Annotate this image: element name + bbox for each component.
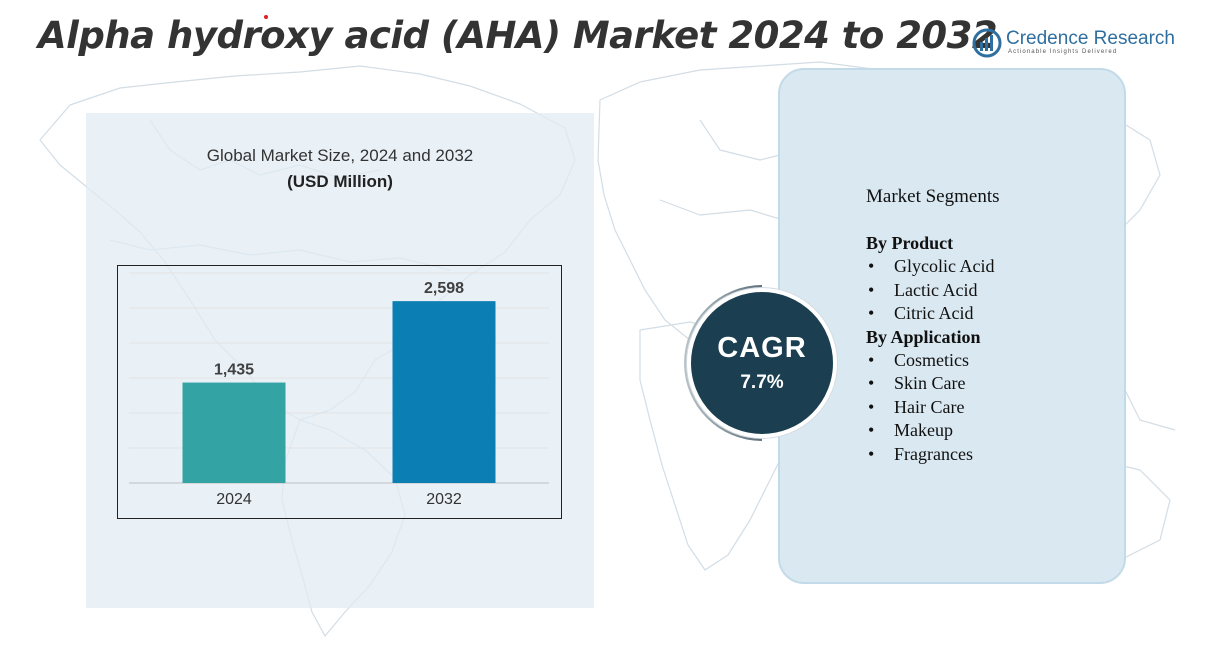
chart-panel bbox=[86, 113, 594, 608]
brand-logo: Credence Research Actionable Insights De… bbox=[972, 28, 1175, 60]
bar-2024 bbox=[182, 382, 286, 483]
segment-group-title: By Application bbox=[866, 326, 981, 347]
segment-item: Lactic Acid bbox=[866, 279, 1000, 303]
segment-group-title: By Product bbox=[866, 233, 954, 253]
cagr-label: CAGR bbox=[717, 332, 807, 364]
segment-item: Hair Care bbox=[866, 396, 1000, 420]
chart-frame bbox=[117, 265, 562, 519]
segment-list: Glycolic Acid Lactic Acid Citric Acid bbox=[866, 255, 1000, 326]
segment-item: Skin Care bbox=[866, 372, 1000, 396]
cagr-circle: CAGR 7.7% bbox=[687, 288, 837, 438]
brand-tagline: Actionable Insights Delivered bbox=[1008, 49, 1118, 55]
page-title: Alpha hydroxy acid (AHA) Market 2024 to … bbox=[38, 14, 998, 57]
chart-title: Global Market Size, 2024 and 2032 bbox=[206, 146, 474, 165]
cagr-value: 7.7% bbox=[740, 372, 784, 393]
segment-item: Cosmetics bbox=[866, 349, 1000, 373]
x-tick-label-2024: 2024 bbox=[216, 491, 252, 508]
segments-heading: Market Segments bbox=[866, 186, 1000, 207]
credence-logo-icon bbox=[972, 28, 1002, 58]
segment-item: Glycolic Acid bbox=[866, 255, 1000, 279]
segment-list: Cosmetics Skin Care Hair Care Makeup Fra… bbox=[866, 349, 1000, 467]
segment-item: Fragrances bbox=[866, 443, 1000, 467]
segment-item: Makeup bbox=[866, 419, 1000, 443]
segments-panel bbox=[778, 68, 1126, 584]
brand-name: Credence Research bbox=[1006, 28, 1175, 49]
cagr-badge: CAGR 7.7% bbox=[655, 283, 845, 443]
segment-item: Citric Acid bbox=[866, 302, 1000, 326]
segments-content: Market Segments By Product Glycolic Acid… bbox=[866, 186, 1000, 466]
x-tick-label-2032: 2032 bbox=[426, 491, 462, 508]
segment-group-product: By Product Glycolic Acid Lactic Acid Cit… bbox=[866, 232, 1000, 326]
bar-2032 bbox=[392, 301, 496, 483]
bar-chart: 1,435 2024 2,598 2032 bbox=[129, 272, 549, 508]
data-label-2032: 2,598 bbox=[424, 280, 464, 297]
title-dot-decoration bbox=[264, 15, 268, 19]
data-label-2024: 1,435 bbox=[214, 362, 254, 379]
segment-group-application: By Application Cosmetics Skin Care Hair … bbox=[866, 326, 1000, 467]
chart-unit-label: (USD Million) bbox=[287, 172, 393, 191]
